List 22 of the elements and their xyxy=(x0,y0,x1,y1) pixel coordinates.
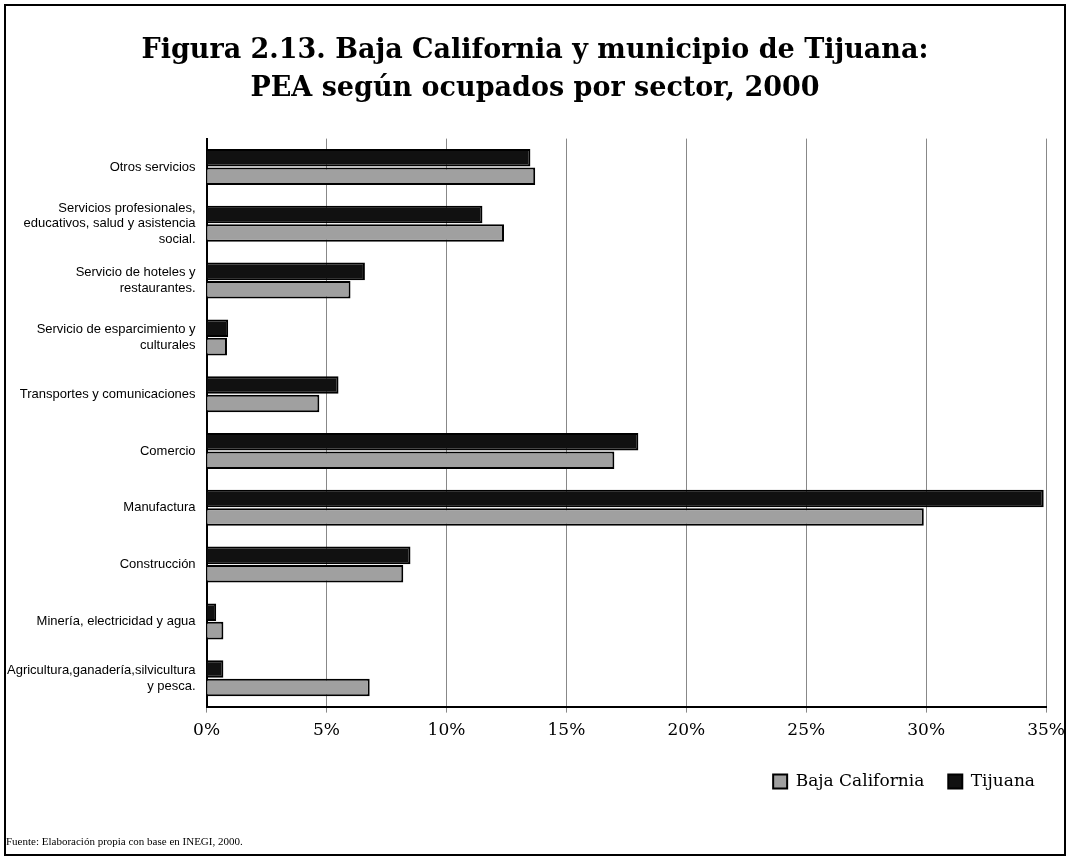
legend-label: Tijuana xyxy=(970,769,1035,790)
y-tick-label: Servicio de hoteles y restaurantes. xyxy=(75,264,197,295)
x-tick-label: 35% xyxy=(1027,719,1066,740)
y-tick-label: Servicios profesionales, educativos, salud y asistencia social. xyxy=(23,199,197,246)
x-tick-label: 10% xyxy=(427,719,466,740)
legend-label: Baja California xyxy=(795,769,925,790)
source-note: Fuente: Elaboración propia con base en INEGI, 2000. xyxy=(6,835,243,847)
y-tick-label: Agricultura,ganadería,silvicultura y pesca. xyxy=(6,661,197,693)
x-tick-label: 25% xyxy=(787,719,826,740)
x-tick-label: 20% xyxy=(667,719,706,740)
y-tick-label: Comercio xyxy=(139,442,196,458)
y-tick-label: Transportes y comunicaciones xyxy=(19,385,197,401)
x-tick-label: 5% xyxy=(313,719,341,740)
x-tick-label: 15% xyxy=(547,719,586,740)
y-tick-label: Construcción xyxy=(119,556,196,572)
x-tick-label: 30% xyxy=(907,719,946,740)
chart-title: Figura 2.13. Baja California y municipio de Tijuana: PEA según ocupados por sector, 2000 xyxy=(140,32,930,104)
x-tick-label: 0% xyxy=(193,719,221,740)
y-tick-label: Minería, electricidad y agua xyxy=(36,612,197,628)
y-tick-label: Servicio de esparcimiento y culturales xyxy=(36,321,197,352)
y-tick-label: Otros servicios xyxy=(109,158,197,174)
y-tick-label: Manufactura xyxy=(123,499,197,515)
